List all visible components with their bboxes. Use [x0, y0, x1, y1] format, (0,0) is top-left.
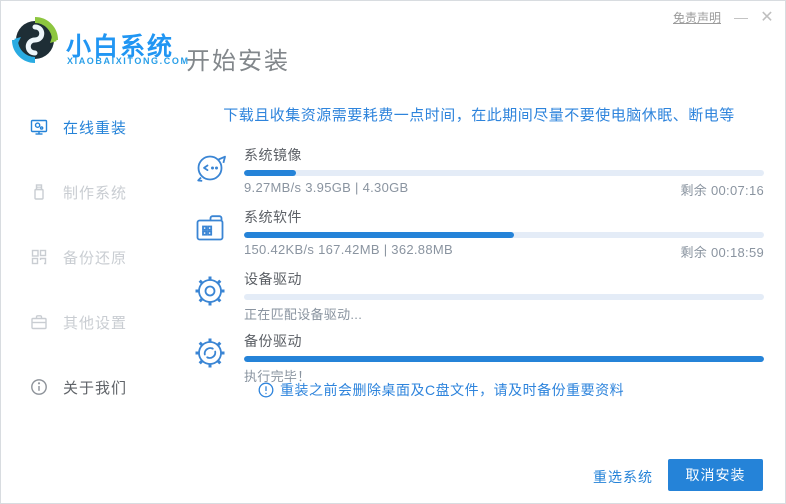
task-time-remaining: 剩余 00:18:59 [680, 245, 764, 260]
sidebar-item-label: 制作系统 [63, 184, 128, 202]
task-status-left: 150.42KB/s 167.42MB | 362.88MB [244, 242, 453, 257]
task-system-software: 系统软件 150.42KB/s 167.42MB | 362.88MB 剩余 0… [191, 207, 764, 263]
monitor-reinstall-icon [30, 119, 48, 135]
sidebar-item-other-settings[interactable]: 其他设置 [1, 310, 171, 334]
task-system-image: 系统镜像 9.27MB/s 3.95GB | 4.30GB 剩余 00:07:1… [191, 145, 764, 201]
sidebar-item-make-system[interactable]: 制作系统 [1, 180, 171, 204]
page-title: 开始安装 [186, 48, 290, 75]
sidebar-item-label: 其他设置 [63, 314, 128, 332]
briefcase-icon [31, 315, 47, 330]
sidebar-item-label: 在线重装 [63, 119, 128, 137]
task-title: 设备驱动 [244, 271, 302, 287]
task-time-remaining: 剩余 00:07:16 [680, 183, 764, 198]
sidebar-item-about-us[interactable]: 关于我们 [1, 375, 171, 399]
backup-warning: 重装之前会删除桌面及C盘文件，请及时备份重要资料 [258, 380, 624, 400]
sidebar-item-backup-restore[interactable]: 备份还原 [1, 245, 171, 269]
exclamation-circle-icon [258, 382, 274, 398]
task-backup-driver: 备份驱动 执行完毕！ [191, 331, 764, 387]
progress-bar [244, 356, 764, 362]
backup-grid-icon [31, 249, 47, 265]
minimize-icon[interactable]: — [734, 9, 748, 25]
progress-bar-fill [244, 170, 296, 176]
progress-bar [244, 232, 764, 238]
titlebar: 免责声明 — ✕ [1, 1, 785, 31]
progress-bar [244, 170, 764, 176]
task-device-driver: 设备驱动 正在匹配设备驱动... [191, 269, 764, 325]
task-status-left: 9.27MB/s 3.95GB | 4.30GB [244, 180, 409, 195]
progress-bar [244, 294, 764, 300]
download-notice: 下载且收集资源需要耗费一点时间，在此期间尽量不要使电脑休眠、断电等 [223, 107, 735, 124]
usb-drive-icon [34, 184, 44, 200]
mascot-face-icon [197, 155, 226, 182]
task-title: 备份驱动 [244, 333, 302, 349]
gear-sync-icon [195, 338, 225, 368]
task-title: 系统软件 [244, 209, 302, 225]
sidebar-item-online-reinstall[interactable]: 在线重装 [1, 115, 171, 139]
task-title: 系统镜像 [244, 147, 302, 163]
info-circle-icon [31, 379, 47, 395]
reselect-system-link[interactable]: 重选系统 [593, 469, 653, 485]
progress-bar-fill [244, 232, 515, 238]
backup-warning-text: 重装之前会删除桌面及C盘文件，请及时备份重要资料 [280, 382, 625, 398]
task-status-left: 执行完毕！ [244, 369, 311, 384]
folder-apps-icon [196, 215, 224, 241]
cancel-install-button[interactable]: 取消安装 [668, 459, 763, 491]
app-logo-icon [12, 17, 58, 63]
sidebar-item-label: 备份还原 [63, 249, 128, 267]
close-icon[interactable]: ✕ [760, 9, 774, 26]
brand-name: 小白系统 [66, 33, 175, 61]
brand-domain: XIAOBAIXITONG.COM [67, 56, 190, 66]
task-status-left: 正在匹配设备驱动... [244, 307, 363, 322]
sidebar-item-label: 关于我们 [63, 379, 128, 397]
progress-bar-fill [244, 356, 764, 362]
gear-icon [195, 276, 225, 306]
disclaimer-link[interactable]: 免责声明 [672, 11, 721, 25]
